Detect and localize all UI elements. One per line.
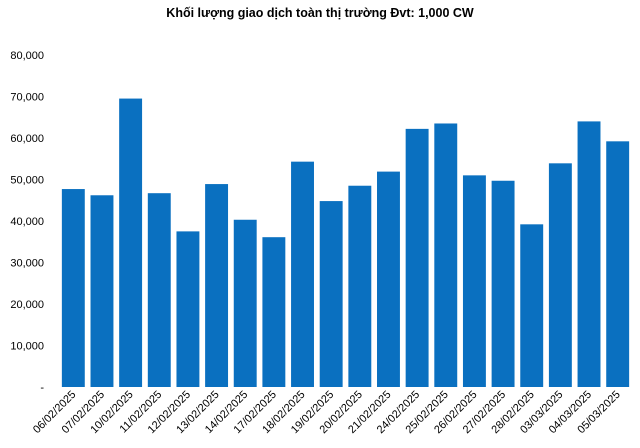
bar-27/02/2025 bbox=[491, 180, 515, 387]
y-tick-label: 30,000 bbox=[10, 258, 44, 270]
bar-25/02/2025 bbox=[434, 123, 458, 387]
bar-24/02/2025 bbox=[405, 128, 429, 387]
y-tick-label: 60,000 bbox=[10, 133, 44, 145]
bar-05/03/2025 bbox=[606, 141, 630, 387]
bar-20/02/2025 bbox=[348, 185, 372, 387]
y-tick-label: 70,000 bbox=[10, 92, 44, 104]
chart-title: Khối lượng giao dịch toàn thị trường Đvt… bbox=[166, 6, 474, 20]
bar-28/02/2025 bbox=[520, 224, 544, 387]
bars bbox=[61, 98, 630, 388]
bar-12/02/2025 bbox=[176, 231, 200, 388]
y-axis: - 10,000 20,000 30,000 40,000 50,000 60,000 70,… bbox=[10, 50, 44, 394]
y-tick-label: 40,000 bbox=[10, 216, 44, 228]
bar-18/02/2025 bbox=[291, 161, 314, 387]
bar-21/02/2025 bbox=[377, 171, 400, 387]
bar-11/02/2025 bbox=[147, 193, 171, 387]
bar-13/02/2025 bbox=[205, 184, 229, 387]
y-tick-label: 50,000 bbox=[10, 175, 44, 187]
y-tick-label: - bbox=[40, 382, 44, 394]
bar-10/02/2025 bbox=[119, 98, 143, 387]
y-tick-label: 10,000 bbox=[10, 341, 44, 353]
bar-03/03/2025 bbox=[548, 163, 572, 387]
x-axis: 06/02/202507/02/202510/02/202511/02/2025… bbox=[31, 389, 623, 436]
bar-04/03/2025 bbox=[577, 121, 601, 388]
bar-19/02/2025 bbox=[319, 201, 343, 387]
y-tick-label: 80,000 bbox=[10, 50, 44, 62]
bar-17/02/2025 bbox=[262, 237, 286, 387]
bar-26/02/2025 bbox=[462, 175, 486, 387]
y-tick-label: 20,000 bbox=[10, 299, 44, 311]
bar-07/02/2025 bbox=[90, 195, 114, 387]
bar-06/02/2025 bbox=[61, 189, 85, 387]
bar-14/02/2025 bbox=[233, 219, 257, 387]
